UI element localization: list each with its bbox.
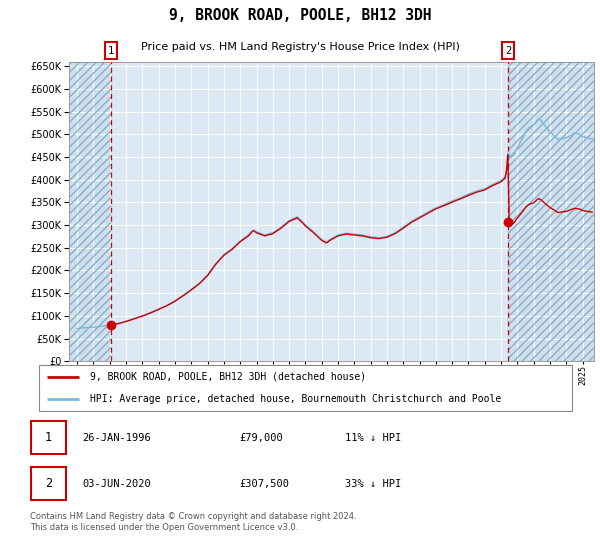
- Bar: [69, 62, 111, 361]
- Text: 1: 1: [108, 45, 114, 55]
- FancyBboxPatch shape: [31, 467, 67, 501]
- Text: 9, BROOK ROAD, POOLE, BH12 3DH (detached house): 9, BROOK ROAD, POOLE, BH12 3DH (detached…: [90, 372, 366, 382]
- Text: Price paid vs. HM Land Registry's House Price Index (HPI): Price paid vs. HM Land Registry's House …: [140, 42, 460, 52]
- Text: 2: 2: [44, 477, 52, 490]
- Text: 03-JUN-2020: 03-JUN-2020: [82, 479, 151, 489]
- Text: 2: 2: [505, 45, 511, 55]
- Text: £307,500: £307,500: [240, 479, 290, 489]
- Bar: [508, 62, 594, 361]
- Bar: [69, 62, 111, 361]
- Text: 33% ↓ HPI: 33% ↓ HPI: [344, 479, 401, 489]
- Text: Contains HM Land Registry data © Crown copyright and database right 2024.
This d: Contains HM Land Registry data © Crown c…: [30, 512, 356, 532]
- Bar: [508, 62, 594, 361]
- FancyBboxPatch shape: [31, 421, 67, 454]
- Text: 11% ↓ HPI: 11% ↓ HPI: [344, 432, 401, 442]
- Text: HPI: Average price, detached house, Bournemouth Christchurch and Poole: HPI: Average price, detached house, Bour…: [90, 394, 501, 404]
- Text: 1: 1: [44, 431, 52, 444]
- FancyBboxPatch shape: [39, 365, 572, 410]
- Text: 26-JAN-1996: 26-JAN-1996: [82, 432, 151, 442]
- Text: 9, BROOK ROAD, POOLE, BH12 3DH: 9, BROOK ROAD, POOLE, BH12 3DH: [169, 8, 431, 24]
- Text: £79,000: £79,000: [240, 432, 284, 442]
